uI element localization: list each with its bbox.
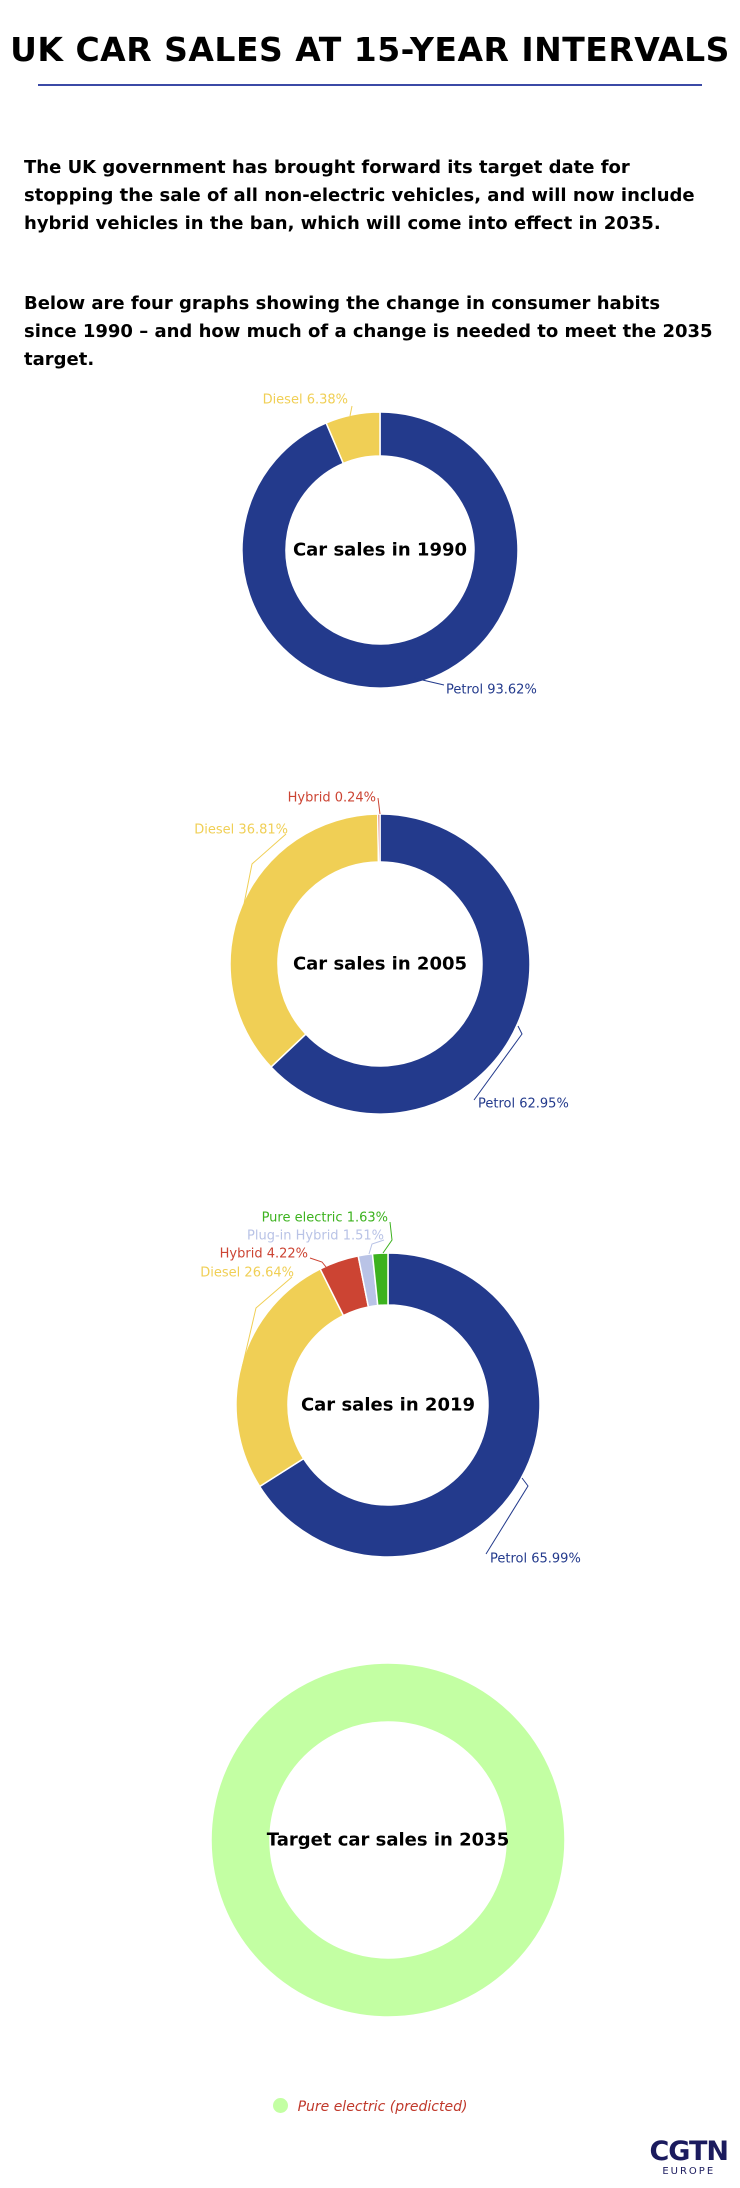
chart-slices <box>229 813 531 1115</box>
slice-diesel <box>229 813 380 1069</box>
donut-chart-2035: Target car sales in 2035 <box>210 1662 566 2018</box>
slice-label-petrol: Petrol 62.95% <box>478 1097 569 1112</box>
chart-legend: Pure electric (predicted) <box>0 2098 740 2115</box>
chart-leader-lines <box>349 405 445 686</box>
slice-label-hybrid: Hybrid 0.24% <box>288 791 376 806</box>
legend-label: Pure electric (predicted) <box>297 2099 468 2115</box>
chart-slice-labels: Petrol 93.62% Diesel 6.38% <box>263 393 537 698</box>
intro-paragraph-1: The UK government has brought forward it… <box>24 157 695 234</box>
slice-diesel <box>235 1267 345 1488</box>
slice-label-hybrid: Hybrid 4.22% <box>220 1247 308 1262</box>
leader-line-pure-electric <box>382 1221 393 1254</box>
slice-hybrid <box>376 813 381 863</box>
leader-line-hybrid <box>377 797 381 815</box>
slice-label-diesel: Diesel 26.64% <box>200 1266 294 1281</box>
legend-swatch-pure-electric-predicted <box>272 2098 288 2113</box>
leader-line-plug-in-hybrid <box>368 1239 385 1255</box>
slice-label-petrol: Petrol 65.99% <box>490 1552 581 1567</box>
chart-slices <box>235 1252 541 1558</box>
leader-line-diesel <box>241 833 287 915</box>
donut-chart-1990: Petrol 93.62% Diesel 6.38% Car sales in 1… <box>241 393 537 698</box>
title-underline <box>38 84 702 86</box>
chart-slices <box>241 411 519 689</box>
chart-slice-labels: Petrol 65.99% Diesel 26.64% Hybrid 4.22% Pl… <box>200 1211 581 1567</box>
donut-chart-2005: Petrol 62.95% Diesel 36.81% Hybrid 0.24% C… <box>194 791 569 1115</box>
chart-slices <box>210 1662 566 2018</box>
donut-chart-2019: Petrol 65.99% Diesel 26.64% Hybrid 4.22% Pl… <box>200 1211 581 1567</box>
leader-line-diesel <box>241 1276 293 1369</box>
slice-petrol <box>269 813 531 1115</box>
slice-label-plug-in-hybrid: Plug-in Hybrid 1.51% <box>247 1229 384 1244</box>
slice-pure-electric-predicted <box>210 1662 566 2018</box>
slice-diesel <box>325 411 381 465</box>
leader-line-petrol <box>407 669 445 686</box>
chart-leader-lines <box>241 797 523 1101</box>
slice-label-pure-electric: Pure electric 1.63% <box>262 1211 388 1226</box>
chart-title: Car sales in 2019 <box>301 1395 475 1416</box>
leader-line-petrol <box>473 1025 523 1101</box>
chart-title: Car sales in 2005 <box>293 954 467 975</box>
page-title: UK CAR SALES AT 15-YEAR INTERVALS <box>10 30 730 69</box>
logo-subtitle: EUROPE <box>662 2166 716 2177</box>
chart-leader-lines <box>241 1221 529 1555</box>
cgtn-europe-logo: CGTN EUROPE <box>649 2136 729 2177</box>
slice-label-diesel: Diesel 36.81% <box>194 823 288 838</box>
intro-paragraph-2: Below are four graphs showing the change… <box>24 293 713 370</box>
leader-line-petrol <box>485 1477 529 1555</box>
slice-label-diesel: Diesel 6.38% <box>263 393 348 408</box>
chart-title: Car sales in 1990 <box>293 540 467 561</box>
leader-line-hybrid <box>309 1257 331 1273</box>
slice-petrol <box>241 411 519 689</box>
chart-title: Target car sales in 2035 <box>267 1830 509 1851</box>
slice-label-petrol: Petrol 93.62% <box>446 683 537 698</box>
logo-wordmark: CGTN <box>649 2136 729 2167</box>
slice-petrol <box>258 1252 541 1558</box>
slice-pure-electric <box>371 1252 389 1307</box>
leader-line-diesel <box>349 405 353 417</box>
chart-slice-labels: Petrol 62.95% Diesel 36.81% Hybrid 0.24% <box>194 791 569 1112</box>
